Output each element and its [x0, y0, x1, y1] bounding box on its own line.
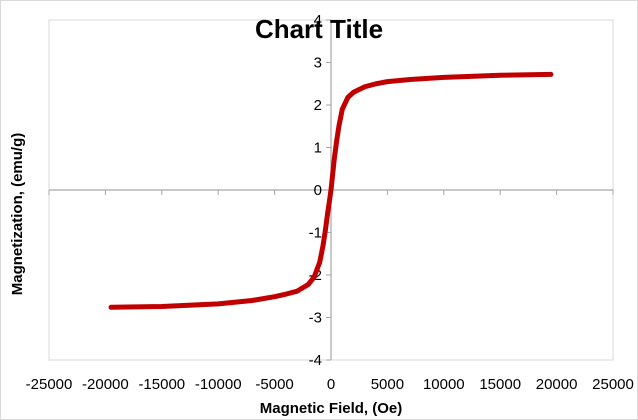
x-tick-label: -15000 — [138, 376, 185, 393]
y-tick-label: 1 — [314, 140, 322, 157]
x-tick-label: 15000 — [479, 376, 521, 393]
x-tick-label: -20000 — [82, 376, 129, 393]
x-axis-title: Magnetic Field, (Oe) — [260, 400, 403, 417]
x-tick-label: -10000 — [195, 376, 242, 393]
x-tick-label: -5000 — [255, 376, 293, 393]
y-tick-label: 0 — [314, 182, 322, 199]
series-line — [108, 71, 554, 310]
x-tick-label: 10000 — [423, 376, 465, 393]
x-tick-label: 0 — [327, 376, 335, 393]
y-tick-label: 3 — [314, 55, 322, 72]
x-tick-label: 20000 — [536, 376, 578, 393]
chart-title: Chart Title — [255, 14, 383, 44]
y-tick-label: 4 — [314, 12, 322, 29]
y-tick-label: 2 — [314, 97, 322, 114]
y-tick-label: -1 — [309, 225, 322, 242]
y-tick-label: -3 — [309, 310, 322, 327]
x-tick-label: -25000 — [26, 376, 73, 393]
x-tick-label: 25000 — [592, 376, 634, 393]
y-tick-label: -4 — [309, 352, 322, 369]
y-axis-title: Magnetization, (emu/g) — [9, 133, 26, 296]
x-tick-label: 5000 — [371, 376, 404, 393]
